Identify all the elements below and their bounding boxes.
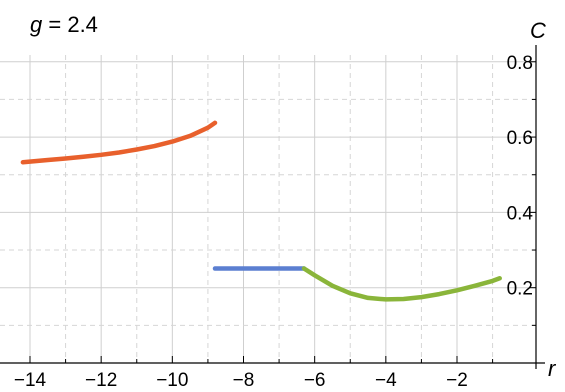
x-tick-label: −2: [446, 370, 468, 391]
title-variable: g: [30, 12, 43, 37]
x-tick-label: −8: [233, 370, 255, 391]
title-equals: =: [42, 12, 67, 37]
x-tick-label: −6: [304, 370, 326, 391]
grid: [0, 55, 536, 363]
y-tick-label: 0.6: [507, 128, 533, 149]
tick-labels: −14 −12 −10 −8 −6 −4 −2 0.2 0.4 0.6 0.8: [14, 53, 534, 391]
series-line-3: [301, 266, 502, 302]
x-tick-label: −10: [156, 370, 188, 391]
x-tick-label: −4: [375, 370, 397, 391]
y-tick-label: 0.2: [507, 279, 533, 300]
y-tick-label: 0.4: [507, 203, 534, 224]
x-tick-label: −12: [85, 370, 117, 391]
y-axis-label: C: [530, 18, 546, 43]
chart-title: g = 2.4: [30, 12, 98, 37]
x-axis-label: r: [548, 356, 557, 381]
series-line-1: [20, 120, 218, 165]
x-tick-label: −14: [14, 370, 47, 391]
plot-series: [20, 120, 502, 302]
y-tick-label: 0.8: [507, 53, 533, 74]
axes: [0, 45, 545, 369]
title-value: 2.4: [67, 12, 98, 37]
